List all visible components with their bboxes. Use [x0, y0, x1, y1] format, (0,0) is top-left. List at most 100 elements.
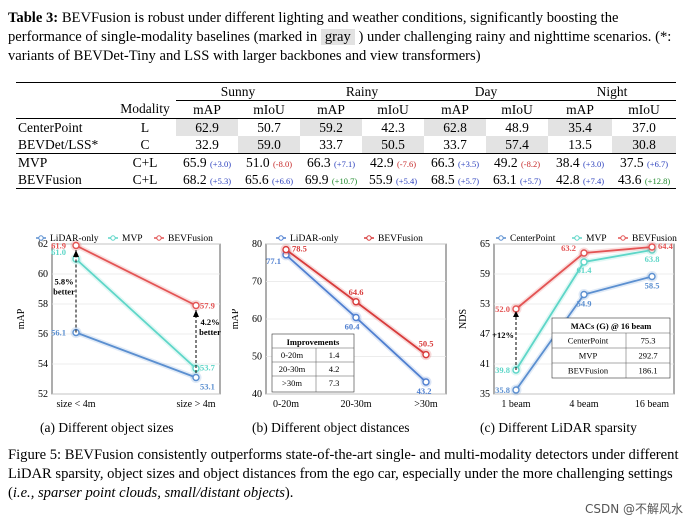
row-modality: C+L — [132, 171, 158, 187]
data-label: 61.4 — [577, 265, 593, 275]
data-point — [648, 272, 656, 281]
table-cell: 49.2 (-8.2) — [486, 154, 548, 172]
row-model: CenterPoint — [18, 119, 83, 135]
cell-delta: (-8.2) — [520, 158, 541, 169]
cell-value: 33.7 — [443, 136, 467, 152]
data-label: 58.5 — [645, 281, 660, 291]
chart-object-sizes: 52 54 56 58 60 62 size < 4m size > 4m mAP 56.1 53.… — [16, 234, 221, 410]
subcaption-c: (c) Different LiDAR sparsity — [480, 420, 637, 435]
cell-delta: (+3.0) — [209, 158, 232, 169]
inset-cell: 4.2 — [329, 364, 340, 374]
table-cell: 37.0 — [612, 119, 676, 137]
cell-value: 69.9 — [304, 171, 329, 187]
cell-delta: (+3.5) — [457, 158, 480, 169]
data-point — [352, 313, 360, 322]
table-cell: 55.9 (+5.4) — [362, 171, 424, 189]
condition-header: Night — [548, 82, 676, 101]
cell-value: 43.6 — [617, 171, 642, 187]
table-cell: 59.0 — [238, 136, 300, 154]
cell-delta: (+12.8) — [644, 175, 671, 186]
data-label: 61.9 — [51, 241, 66, 251]
table-cell: 66.3 (+7.1) — [300, 154, 362, 172]
inset-cell: BEVFusion — [568, 366, 609, 376]
inset-cell: 1.4 — [329, 350, 340, 360]
row-model: MVP — [18, 154, 48, 170]
x-tick-label: >30m — [414, 399, 438, 410]
cell-value: 13.5 — [568, 136, 592, 152]
table-caption: Table 3: BEVFusion is robust under diffe… — [8, 9, 686, 66]
table-caption-label: Table 3: — [8, 10, 59, 26]
legend-marker — [498, 235, 504, 241]
data-label: 53.7 — [200, 363, 216, 373]
data-label: 50.5 — [419, 339, 434, 349]
legend-marker — [38, 235, 44, 241]
figure-caption-italic: i.e., sparser point clouds, small/distan… — [12, 485, 285, 501]
x-tick-label: 20-30m — [340, 399, 371, 410]
row-model: BEVDet/LSS* — [18, 136, 99, 152]
data-point — [282, 245, 290, 254]
data-point — [512, 386, 520, 394]
cell-value: 65.9 — [182, 154, 207, 170]
cell-value: 32.9 — [195, 136, 219, 152]
cell-value: 38.4 — [555, 154, 580, 170]
cell-value: 30.8 — [632, 136, 656, 152]
cell-value: 37.0 — [632, 119, 656, 135]
cell-value: 62.9 — [195, 119, 219, 135]
row-modality: C+L — [132, 154, 158, 170]
metric-header: mAP — [193, 101, 221, 117]
legend-marker — [156, 235, 162, 241]
table-cell: 66.3 (+3.5) — [424, 154, 486, 172]
table-cell: 63.1 (+5.7) — [486, 171, 548, 189]
cell-delta: (+6.6) — [271, 175, 294, 186]
arrow-head — [73, 250, 79, 257]
annotation: 5.8% — [54, 277, 73, 287]
data-point — [648, 243, 656, 251]
y-tick-label: 60 — [38, 269, 48, 280]
table-caption-text-a: BEVFusion is robust under different ligh… — [8, 10, 619, 45]
inset-cell: 7.3 — [329, 378, 340, 388]
table-cell: 42.9 (-7.6) — [362, 154, 424, 172]
y-tick-label: 40 — [252, 389, 262, 400]
data-label: 54.9 — [577, 299, 592, 309]
table-cell: 42.3 — [362, 119, 424, 137]
cell-value: 57.4 — [505, 136, 529, 152]
data-label: 35.8 — [495, 385, 510, 395]
data-label: 57.9 — [200, 301, 215, 311]
inset-cell: CenterPoint — [568, 336, 609, 346]
data-label: 60.4 — [345, 322, 361, 332]
legend-entry: MVP — [122, 234, 143, 244]
table-cell: 42.8 (+7.4) — [548, 171, 612, 189]
cell-value: 33.7 — [319, 136, 343, 152]
metric-header: mAP — [566, 101, 594, 117]
y-tick-label: 62 — [38, 239, 48, 250]
y-tick-label: 52 — [38, 389, 48, 400]
cell-value: 62.8 — [443, 119, 467, 135]
table-caption-text-b: ) under challenging rainy and nighttime … — [8, 29, 672, 64]
data-label: 52.0 — [495, 304, 510, 314]
series-line-mvp — [75, 258, 197, 370]
figure-caption-end: ). — [284, 485, 294, 501]
data-label: 77.1 — [266, 256, 281, 266]
legend-marker — [278, 235, 284, 241]
data-label: 53.1 — [200, 382, 215, 392]
subcaption-b: (b) Different object distances — [252, 420, 410, 435]
table-cell: 57.4 — [486, 136, 548, 154]
cell-delta: (+5.3) — [209, 175, 232, 186]
y-tick-label: 70 — [252, 277, 262, 288]
table-cell: 38.4 (+3.0) — [548, 154, 612, 172]
metric-header: mIoU — [628, 101, 660, 117]
figure-caption-label: Figure 5: — [8, 447, 62, 463]
legend-marker — [110, 235, 116, 241]
condition-header: Rainy — [300, 82, 424, 101]
results-table: Sunny Rainy Day Night Modality mAP mIoU … — [16, 82, 676, 189]
annotation: +12% — [492, 330, 514, 340]
arrow-head — [513, 311, 519, 317]
cell-delta: (+7.1) — [333, 158, 356, 169]
legend-marker — [366, 235, 372, 241]
table-cell: 13.5 — [548, 136, 612, 154]
data-label: 64.4 — [658, 241, 674, 251]
legend-entry: LiDAR-only — [290, 234, 339, 244]
cell-value: 51.0 — [245, 154, 270, 170]
legend-marker — [574, 235, 580, 241]
series-line-lidar-only — [75, 331, 197, 379]
